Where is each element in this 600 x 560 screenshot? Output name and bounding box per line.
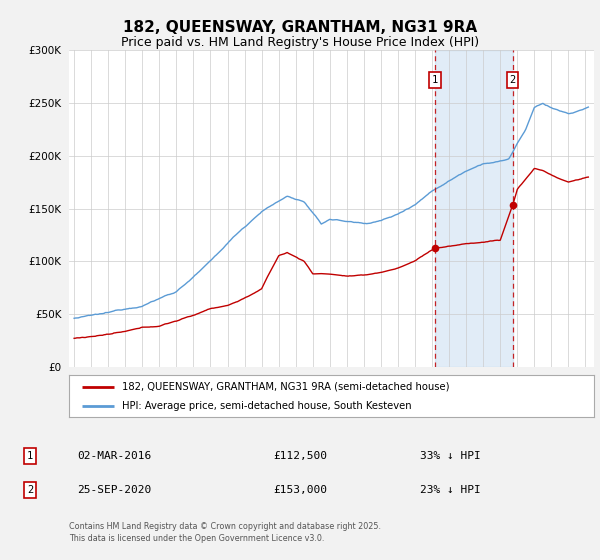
Text: 1: 1 [27,451,33,461]
Text: 2: 2 [509,75,516,85]
Text: 182, QUEENSWAY, GRANTHAM, NG31 9RA (semi-detached house): 182, QUEENSWAY, GRANTHAM, NG31 9RA (semi… [121,381,449,391]
Text: 02-MAR-2016: 02-MAR-2016 [77,451,151,461]
Text: 25-SEP-2020: 25-SEP-2020 [77,485,151,495]
Text: £153,000: £153,000 [273,485,327,495]
Text: 2: 2 [27,485,33,495]
Bar [435,50,512,367]
Text: 1: 1 [432,75,438,85]
Text: HPI: Average price, semi-detached house, South Kesteven: HPI: Average price, semi-detached house,… [121,401,411,411]
Text: Contains HM Land Registry data © Crown copyright and database right 2025.
This d: Contains HM Land Registry data © Crown c… [69,522,381,543]
Text: 182, QUEENSWAY, GRANTHAM, NG31 9RA: 182, QUEENSWAY, GRANTHAM, NG31 9RA [123,20,477,35]
Text: Price paid vs. HM Land Registry's House Price Index (HPI): Price paid vs. HM Land Registry's House … [121,36,479,49]
Text: 33% ↓ HPI: 33% ↓ HPI [419,451,481,461]
Text: £112,500: £112,500 [273,451,327,461]
Text: 23% ↓ HPI: 23% ↓ HPI [419,485,481,495]
